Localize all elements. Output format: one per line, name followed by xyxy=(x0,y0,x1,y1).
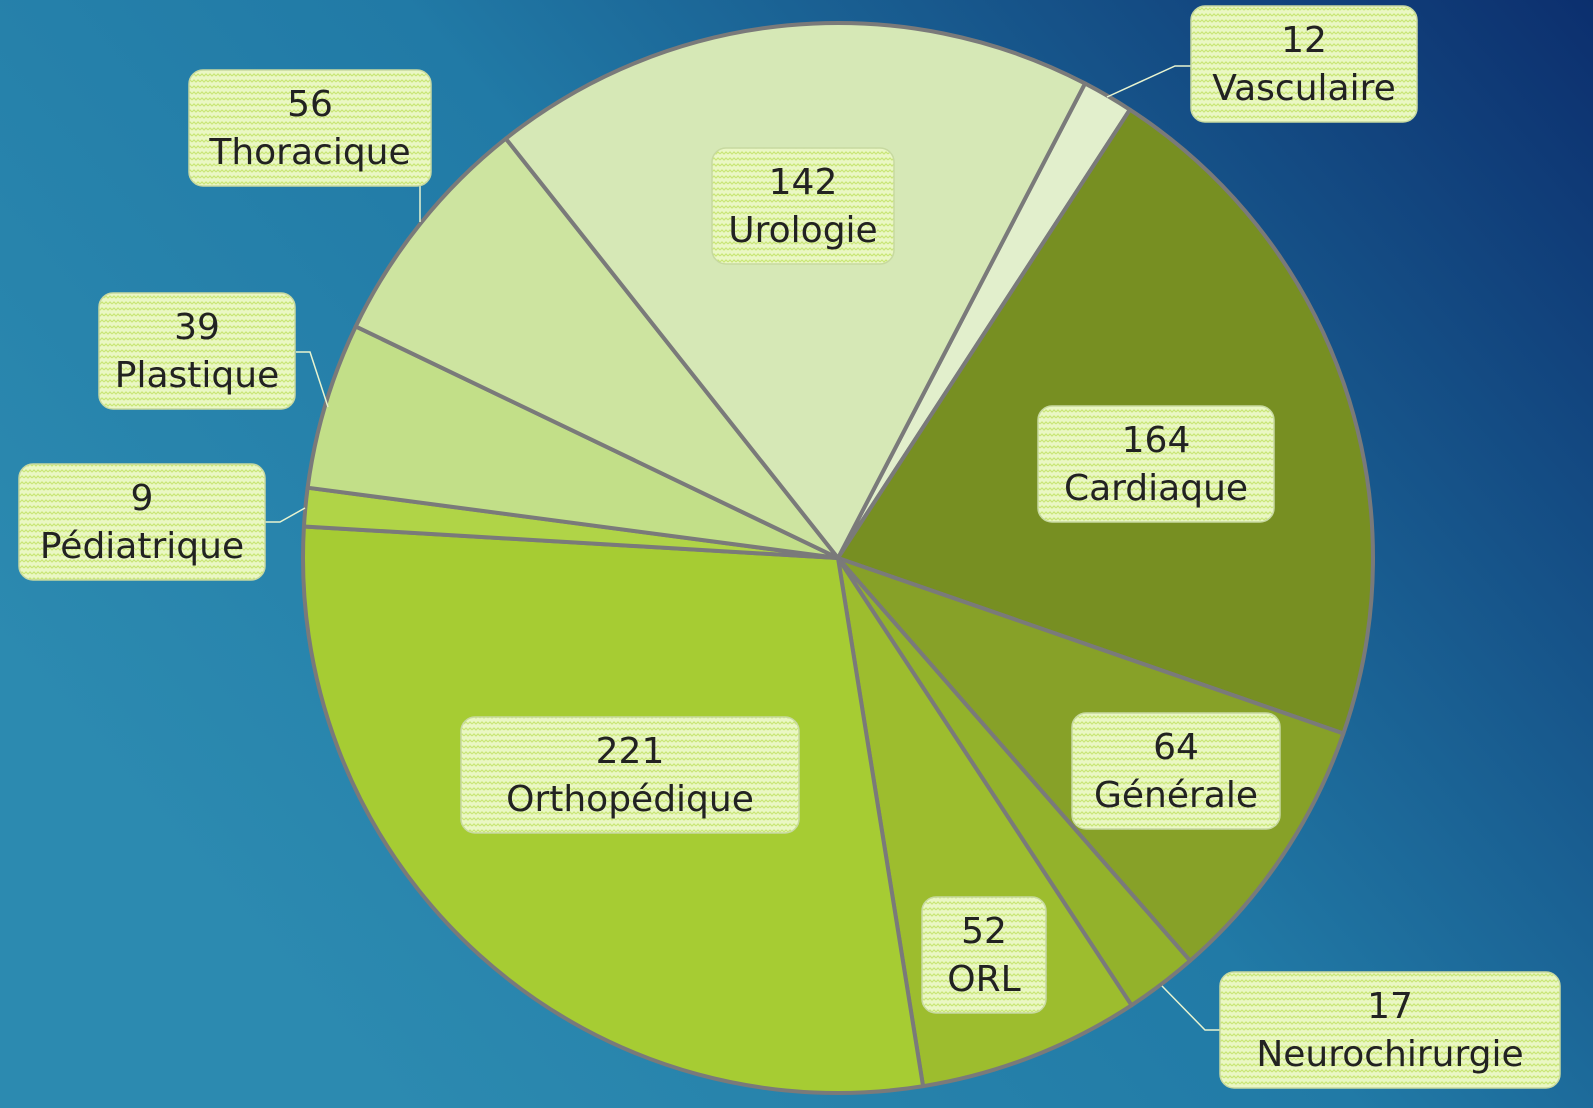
labels: 12 Vasculaire 164 Cardiaque 64 Générale 17 Neur… xyxy=(18,5,1561,1089)
data-label: 221 xyxy=(596,731,665,772)
leader-line xyxy=(296,351,329,408)
data-label: 142 xyxy=(769,162,838,203)
category-label: Cardiaque xyxy=(1064,468,1248,509)
category-label: Pédiatrique xyxy=(40,526,244,567)
leader-line xyxy=(265,507,306,523)
data-label: 52 xyxy=(961,911,1007,952)
label-box xyxy=(1037,405,1275,523)
pie-slice xyxy=(503,21,1088,560)
label-box xyxy=(460,716,800,834)
category-label: Neurochirurgie xyxy=(1256,1034,1523,1075)
data-label: 9 xyxy=(131,478,154,519)
pie-slice xyxy=(353,136,840,560)
category-label: Orthopédique xyxy=(506,779,754,820)
category-label: Vasculaire xyxy=(1212,68,1395,109)
label-box xyxy=(1219,971,1561,1089)
data-label: 12 xyxy=(1281,20,1327,61)
data-label: 39 xyxy=(174,307,220,348)
label-box xyxy=(18,463,266,581)
category-label: Plastique xyxy=(115,355,279,396)
label-box xyxy=(1190,5,1418,123)
category-label: Urologie xyxy=(728,210,877,251)
data-label: 17 xyxy=(1367,986,1413,1027)
category-label: Thoracique xyxy=(208,132,410,173)
data-label: 56 xyxy=(287,84,333,125)
data-label: 64 xyxy=(1153,727,1199,768)
label-box xyxy=(188,69,432,187)
category-label: ORL xyxy=(947,959,1020,1000)
leader-line xyxy=(1106,65,1191,98)
pie-slice xyxy=(836,556,1134,1089)
label-box xyxy=(921,896,1047,1014)
label-box xyxy=(711,147,895,265)
category-label: Générale xyxy=(1094,775,1258,816)
data-label: 164 xyxy=(1122,420,1191,461)
pie-slice xyxy=(305,324,840,560)
label-box xyxy=(98,292,296,410)
label-box xyxy=(1071,712,1281,830)
leader-line xyxy=(1161,985,1220,1031)
